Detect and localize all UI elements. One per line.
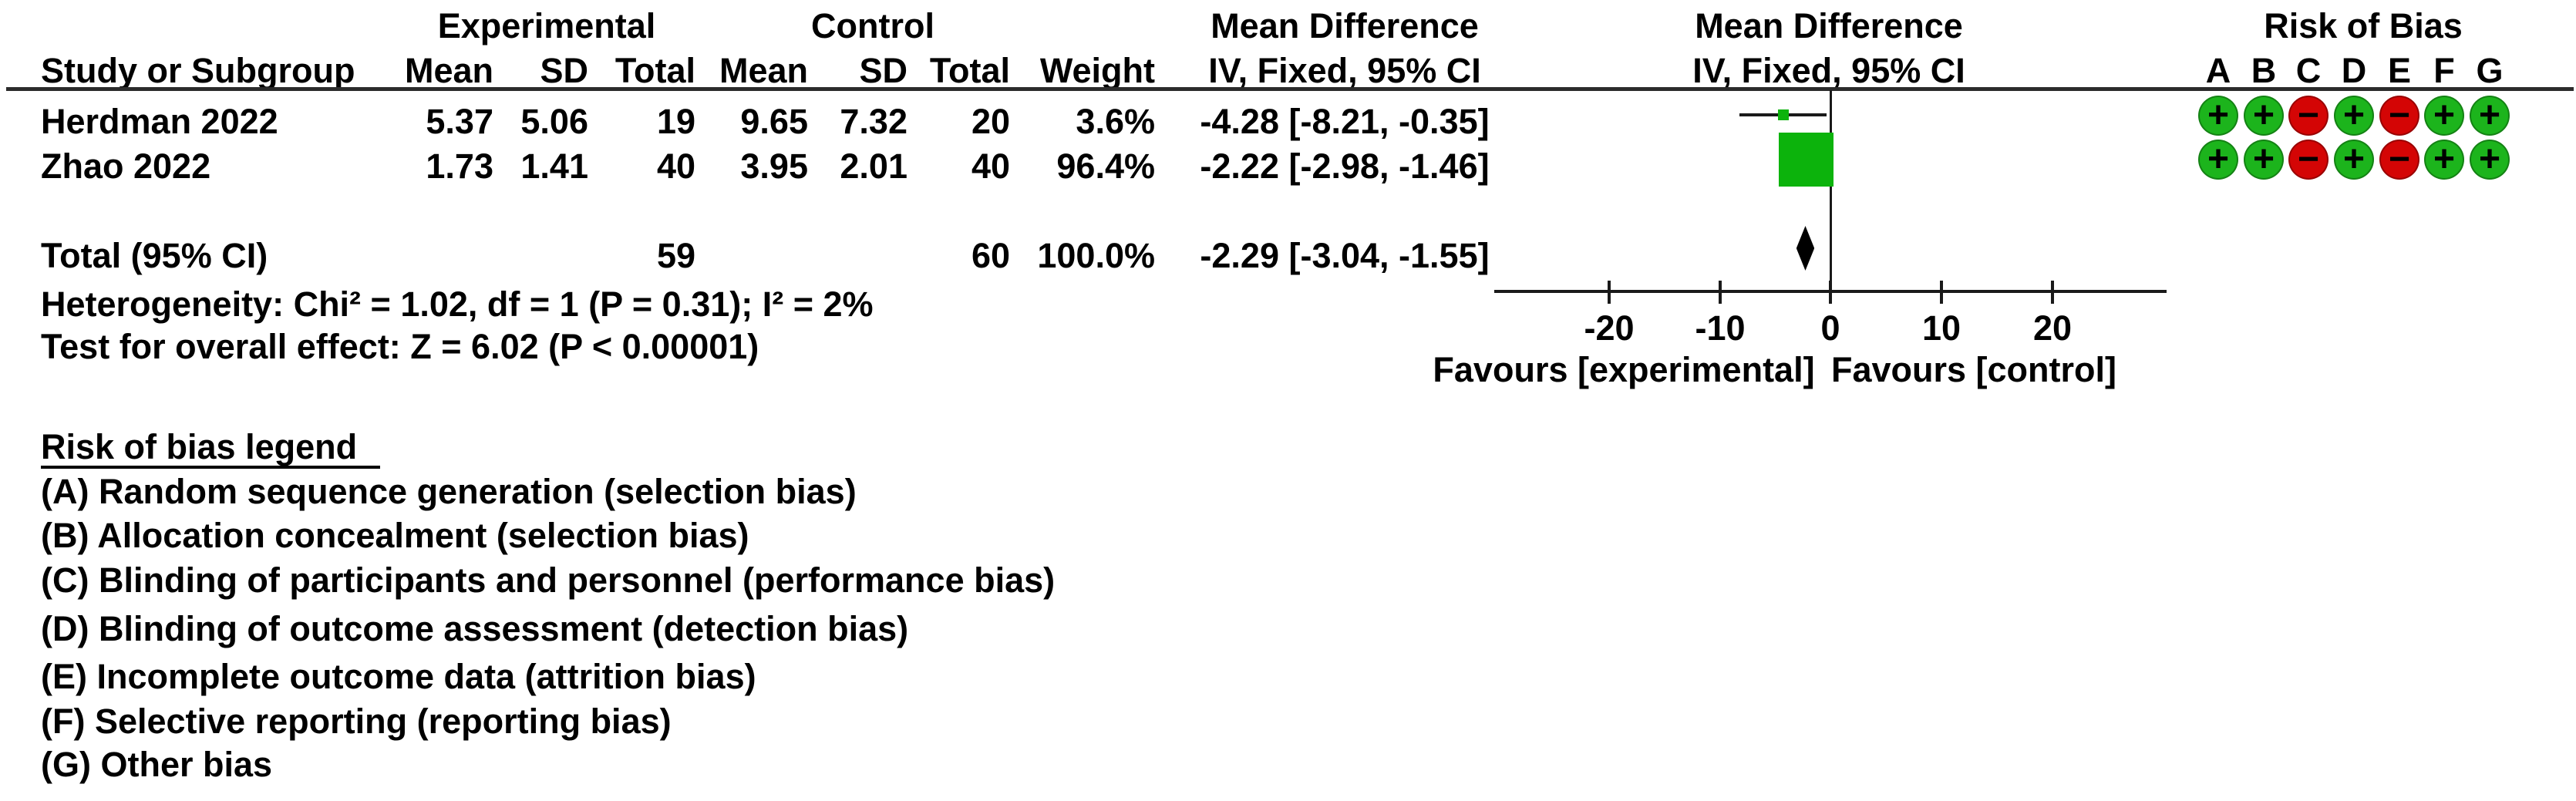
study-name: Zhao 2022 [41,146,211,186]
col-header-ci-text: IV, Fixed, 95% CI [1208,51,1481,90]
col-header-total-exp: Total [615,51,695,90]
cell-weight: 3.6% [1076,102,1155,141]
col-header-mean-exp: Mean [404,51,493,90]
rob-col-letter-d: D [2341,51,2367,90]
rob-col-letter-a: A [2205,51,2231,90]
group-header-md-text: Mean Difference [1211,6,1479,45]
axis-tick-label: -10 [1695,308,1746,348]
col-header-ci-plot: IV, Fixed, 95% CI [1692,51,1965,90]
rob-circle-c: − [2288,140,2329,180]
col-header-sd-exp: SD [540,51,588,90]
header-divider [6,87,2574,91]
total-ci-text: -2.29 [-3.04, -1.55] [1200,236,1490,275]
col-header-mean-ctrl: Mean [719,51,808,90]
rob-legend-item-d: (D) Blinding of outcome assessment (dete… [41,609,909,648]
rob-circle-a: + [2198,140,2238,180]
rob-legend-item-c: (C) Blinding of participants and personn… [41,560,1056,600]
col-header-weight: Weight [1039,51,1155,90]
group-header-control: Control [811,6,934,45]
cell-weight: 96.4% [1056,146,1155,186]
rob-circle-a: + [2198,96,2238,136]
rob-circle-g: + [2470,96,2510,136]
axis-tick [1608,281,1611,304]
group-header-experimental: Experimental [437,6,656,45]
rob-circle-d: + [2334,96,2374,136]
rob-legend-title-wrap: Risk of bias legend [41,429,381,469]
rob-legend-item-e: (E) Incomplete outcome data (attrition b… [41,657,756,696]
cell-mean-ctrl: 9.65 [740,102,808,141]
favours-left-label: Favours [experimental] [1433,350,1815,389]
cell-mean-ctrl: 3.95 [740,146,808,186]
axis-tick [2051,281,2054,304]
axis-tick-label: -20 [1584,308,1635,348]
rob-col-letter-b: B [2251,51,2277,90]
rob-circle-e: − [2379,96,2419,136]
axis-tick-label: 20 [2032,308,2073,348]
cell-sd-exp: 1.41 [520,146,588,186]
rob-col-letter-g: G [2476,51,2504,90]
study-effect-square [1778,109,1789,120]
group-header-md-plot: Mean Difference [1695,6,1963,45]
rob-col-letter-e: E [2387,51,2411,90]
rob-circle-d: + [2334,140,2374,180]
cell-total-ctrl: 40 [971,146,1010,186]
zero-line [1830,90,1832,291]
rob-circle-b: + [2244,96,2284,136]
total-weight: 100.0% [1037,236,1155,275]
cell-mean-exp: 1.73 [426,146,493,186]
rob-legend-item-g: (G) Other bias [41,745,273,784]
total-n-ctrl: 60 [971,236,1010,275]
cell-ci-text: -4.28 [-8.21, -0.35] [1200,102,1490,141]
col-header-sd-ctrl: SD [859,51,907,90]
rob-legend-item-a: (A) Random sequence generation (selectio… [41,472,857,511]
heterogeneity-stats: Heterogeneity: Chi² = 1.02, df = 1 (P = … [41,284,874,324]
rob-circle-g: + [2470,140,2510,180]
col-header-total-ctrl: Total [929,51,1010,90]
rob-col-letter-c: C [2295,51,2322,90]
cell-total-exp: 19 [656,102,695,141]
overall-effect-stats: Test for overall effect: Z = 6.02 (P < 0… [41,327,759,366]
total-label: Total (95% CI) [41,236,268,275]
axis-tick-label: 0 [1820,308,1840,348]
rob-legend-item-b: (B) Allocation concealment (selection bi… [41,516,749,555]
rob-circle-c: − [2288,96,2329,136]
favours-right-label: Favours [control] [1830,350,2117,389]
col-header-study: Study or Subgroup [41,51,355,90]
cell-mean-exp: 5.37 [426,102,493,141]
group-header-risk-of-bias: Risk of Bias [2264,6,2463,45]
axis-tick-label: 10 [1921,308,1961,348]
study-name: Herdman 2022 [41,102,278,141]
axis-tick [1829,281,1832,304]
total-n-exp: 59 [656,236,695,275]
pooled-effect-diamond [1796,226,1815,271]
rob-legend-title: Risk of bias legend [41,429,381,469]
cell-total-ctrl: 20 [971,102,1010,141]
rob-legend-item-f: (F) Selective reporting (reporting bias) [41,702,672,741]
study-effect-square [1779,132,1834,187]
axis-tick [1940,281,1943,304]
rob-col-letter-f: F [2433,51,2455,90]
rob-circle-f: + [2424,140,2464,180]
cell-total-exp: 40 [656,146,695,186]
rob-circle-e: − [2379,140,2419,180]
cell-sd-exp: 5.06 [520,102,588,141]
rob-circle-b: + [2244,140,2284,180]
cell-sd-ctrl: 2.01 [840,146,907,186]
cell-sd-ctrl: 7.32 [840,102,907,141]
axis-tick [1719,281,1722,304]
cell-ci-text: -2.22 [-2.98, -1.46] [1200,146,1490,186]
rob-circle-f: + [2424,96,2464,136]
